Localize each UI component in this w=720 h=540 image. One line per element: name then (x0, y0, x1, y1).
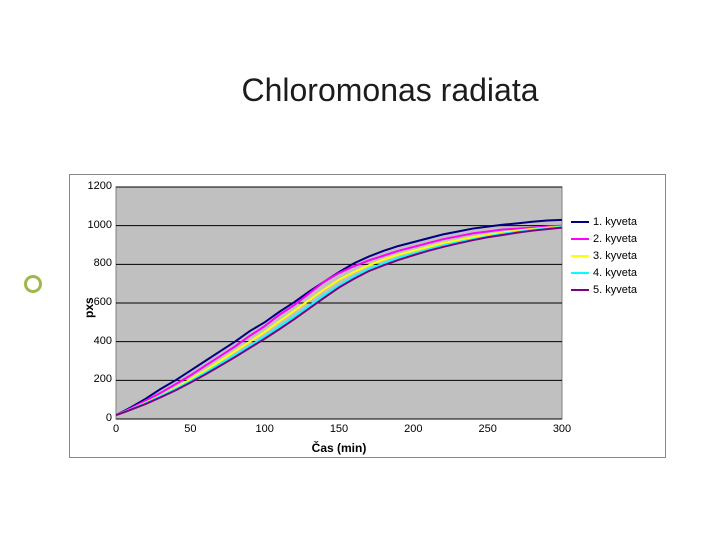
legend-item: 4. kyveta (571, 264, 637, 281)
legend-label: 1. kyveta (593, 216, 637, 228)
legend: 1. kyveta 2. kyveta 3. kyveta 4. kyveta 5. k… (571, 213, 637, 298)
legend-swatch (571, 272, 589, 274)
x-tick-label: 150 (319, 423, 359, 435)
legend-label: 3. kyveta (593, 250, 637, 262)
legend-swatch (571, 289, 589, 291)
x-tick-label: 100 (245, 423, 285, 435)
legend-label: 2. kyveta (593, 233, 637, 245)
y-axis-label: pxs (82, 297, 96, 318)
y-tick-label: 1200 (70, 180, 112, 192)
x-tick-label: 0 (96, 423, 136, 435)
chart-frame: 020040060080010001200 050100150200250300… (69, 174, 666, 458)
legend-swatch (571, 221, 589, 223)
y-tick-label: 800 (70, 257, 112, 269)
page-title: Chloromonas radiata (180, 72, 600, 109)
x-axis-label: Čas (min) (116, 441, 562, 455)
x-tick-label: 250 (468, 423, 508, 435)
legend-item: 1. kyveta (571, 213, 637, 230)
x-tick-label: 300 (542, 423, 582, 435)
y-tick-label: 400 (70, 335, 112, 347)
legend-swatch (571, 238, 589, 240)
x-tick-label: 50 (170, 423, 210, 435)
legend-item: 2. kyveta (571, 230, 637, 247)
x-tick-label: 200 (393, 423, 433, 435)
y-tick-label: 200 (70, 373, 112, 385)
legend-label: 4. kyveta (593, 267, 637, 279)
bullet-icon (24, 275, 42, 293)
y-tick-label: 1000 (70, 219, 112, 231)
legend-swatch (571, 255, 589, 257)
legend-label: 5. kyveta (593, 284, 637, 296)
legend-item: 3. kyveta (571, 247, 637, 264)
legend-item: 5. kyveta (571, 281, 637, 298)
